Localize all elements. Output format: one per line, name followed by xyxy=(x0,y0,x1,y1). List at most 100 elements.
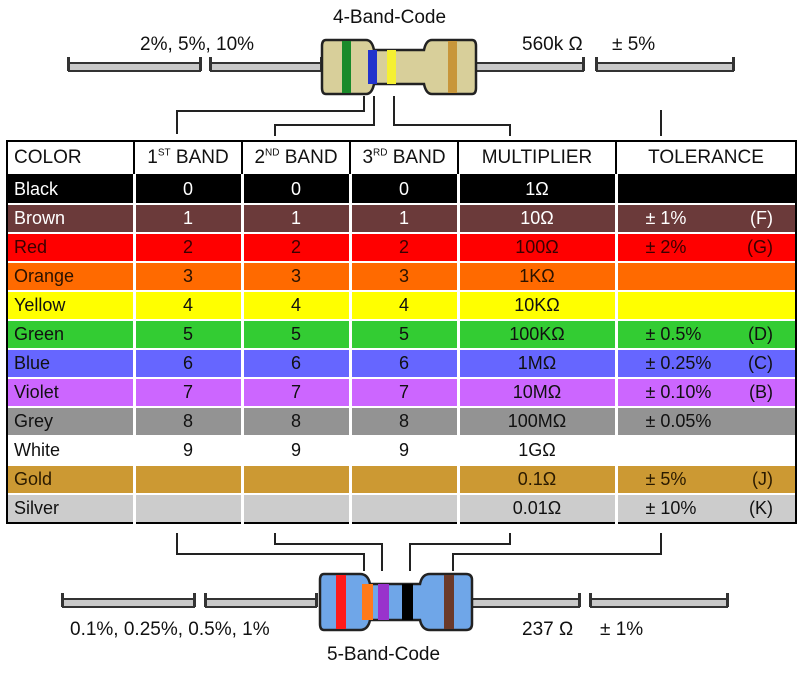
table-header-row: COLOR 1ST BAND 2ND BAND 3RD BAND MULTIPLIER T… xyxy=(6,140,797,176)
table-row: Blue 6 6 6 1MΩ ± 0.25% (C) xyxy=(6,348,797,378)
table-cell: 100KΩ xyxy=(456,319,616,349)
color-name-cell: Grey xyxy=(6,406,134,436)
tolerance-cell: ± 0.10% (B) xyxy=(614,377,797,407)
color-name-cell: Blue xyxy=(6,348,134,378)
color-name-cell: Violet xyxy=(6,377,134,407)
table-cell xyxy=(348,493,458,524)
color-name-cell: Brown xyxy=(6,203,134,233)
table-cell: 8 xyxy=(240,406,350,436)
table-cell xyxy=(132,493,242,524)
table-cell: 1 xyxy=(348,203,458,233)
table-cell: 9 xyxy=(240,435,350,465)
table-cell: 0 xyxy=(348,174,458,204)
resistor-band xyxy=(342,41,351,93)
table-row: Orange 3 3 3 1KΩ xyxy=(6,261,797,291)
table-cell: 10Ω xyxy=(456,203,616,233)
table-cell: 1KΩ xyxy=(456,261,616,291)
table-cell: 0.1Ω xyxy=(456,464,616,494)
tolerance-cell xyxy=(614,435,797,465)
table-row: Red 2 2 2 100Ω ± 2% (G) xyxy=(6,232,797,262)
lead-wire xyxy=(67,57,202,72)
table-cell xyxy=(240,493,350,524)
table-cell: 1 xyxy=(240,203,350,233)
table-row: Silver 0.01Ω ± 10% (K) xyxy=(6,493,797,524)
lead-wire xyxy=(469,593,581,608)
table-row: Brown 1 1 1 10Ω ± 1% (F) xyxy=(6,203,797,233)
column-header: TOLERANCE xyxy=(615,140,797,176)
table-cell: 6 xyxy=(132,348,242,378)
table-cell: 8 xyxy=(132,406,242,436)
color-name-cell: Green xyxy=(6,319,134,349)
color-name-cell: Orange xyxy=(6,261,134,291)
table-cell: 1GΩ xyxy=(456,435,616,465)
column-header: 3RD BAND xyxy=(349,140,459,176)
table-cell: 7 xyxy=(240,377,350,407)
tolerance-cell: ± 5% (J) xyxy=(614,464,797,494)
tolerance-cell xyxy=(614,261,797,291)
tolerance-cell: ± 0.5% (D) xyxy=(614,319,797,349)
table-cell: 4 xyxy=(348,290,458,320)
table-cell: 5 xyxy=(132,319,242,349)
lead-wire xyxy=(209,57,323,72)
column-header: COLOR xyxy=(6,140,135,176)
table-cell: 10KΩ xyxy=(456,290,616,320)
five-band-title: 5-Band-Code xyxy=(327,644,441,665)
five-band-tolerance-note: 0.1%, 0.25%, 0.5%, 1% xyxy=(70,619,270,640)
table-cell: 0 xyxy=(240,174,350,204)
resistor-band xyxy=(444,575,454,629)
table-cell xyxy=(240,464,350,494)
color-name-cell: Yellow xyxy=(6,290,134,320)
tolerance-cell: ± 10% (K) xyxy=(614,493,797,524)
color-name-cell: Gold xyxy=(6,464,134,494)
lead-wire xyxy=(204,593,318,608)
table-row: White 9 9 9 1GΩ xyxy=(6,435,797,465)
lead-wire xyxy=(61,593,196,608)
tolerance-cell xyxy=(614,174,797,204)
lead-wire xyxy=(595,57,735,72)
table-row: Black 0 0 0 1Ω xyxy=(6,174,797,204)
resistor-band xyxy=(362,584,373,620)
table-cell: 3 xyxy=(240,261,350,291)
table-cell: 3 xyxy=(132,261,242,291)
five-band-resistor-icon xyxy=(318,572,474,632)
table-cell xyxy=(132,464,242,494)
table-cell: 3 xyxy=(348,261,458,291)
table-row: Gold 0.1Ω ± 5% (J) xyxy=(6,464,797,494)
column-header: 2ND BAND xyxy=(241,140,351,176)
table-cell: 0 xyxy=(132,174,242,204)
five-band-example-tolerance: ± 1% xyxy=(600,619,644,640)
table-cell: 1MΩ xyxy=(456,348,616,378)
resistor-band xyxy=(378,584,389,620)
five-band-example-value: 237 Ω xyxy=(522,619,574,640)
table-cell: 7 xyxy=(132,377,242,407)
table-cell: 5 xyxy=(348,319,458,349)
four-band-tolerance-note: 2%, 5%, 10% xyxy=(140,34,255,55)
four-band-title: 4-Band-Code xyxy=(333,7,447,28)
resistor-band xyxy=(402,584,413,620)
table-cell: 4 xyxy=(240,290,350,320)
lead-wire xyxy=(473,57,585,72)
table-row: Yellow 4 4 4 10KΩ xyxy=(6,290,797,320)
four-band-example-value: 560k Ω xyxy=(522,34,583,55)
table-cell: 1Ω xyxy=(456,174,616,204)
table-cell: 100MΩ xyxy=(456,406,616,436)
color-name-cell: Silver xyxy=(6,493,134,524)
column-header: MULTIPLIER xyxy=(457,140,617,176)
resistor-band xyxy=(448,41,457,93)
four-band-resistor-icon xyxy=(320,38,478,96)
table-cell: 1 xyxy=(132,203,242,233)
lead-wire xyxy=(589,593,729,608)
table-cell xyxy=(348,464,458,494)
resistor-band xyxy=(387,50,396,84)
tolerance-cell: ± 1% (F) xyxy=(614,203,797,233)
table-cell: 2 xyxy=(240,232,350,262)
resistor-band xyxy=(368,50,377,84)
color-name-cell: Red xyxy=(6,232,134,262)
color-name-cell: Black xyxy=(6,174,134,204)
table-cell: 0.01Ω xyxy=(456,493,616,524)
table-cell: 4 xyxy=(132,290,242,320)
table-cell: 9 xyxy=(132,435,242,465)
table-row: Violet 7 7 7 10MΩ ± 0.10% (B) xyxy=(6,377,797,407)
resistor-band xyxy=(336,575,346,629)
tolerance-cell: ± 0.25% (C) xyxy=(614,348,797,378)
